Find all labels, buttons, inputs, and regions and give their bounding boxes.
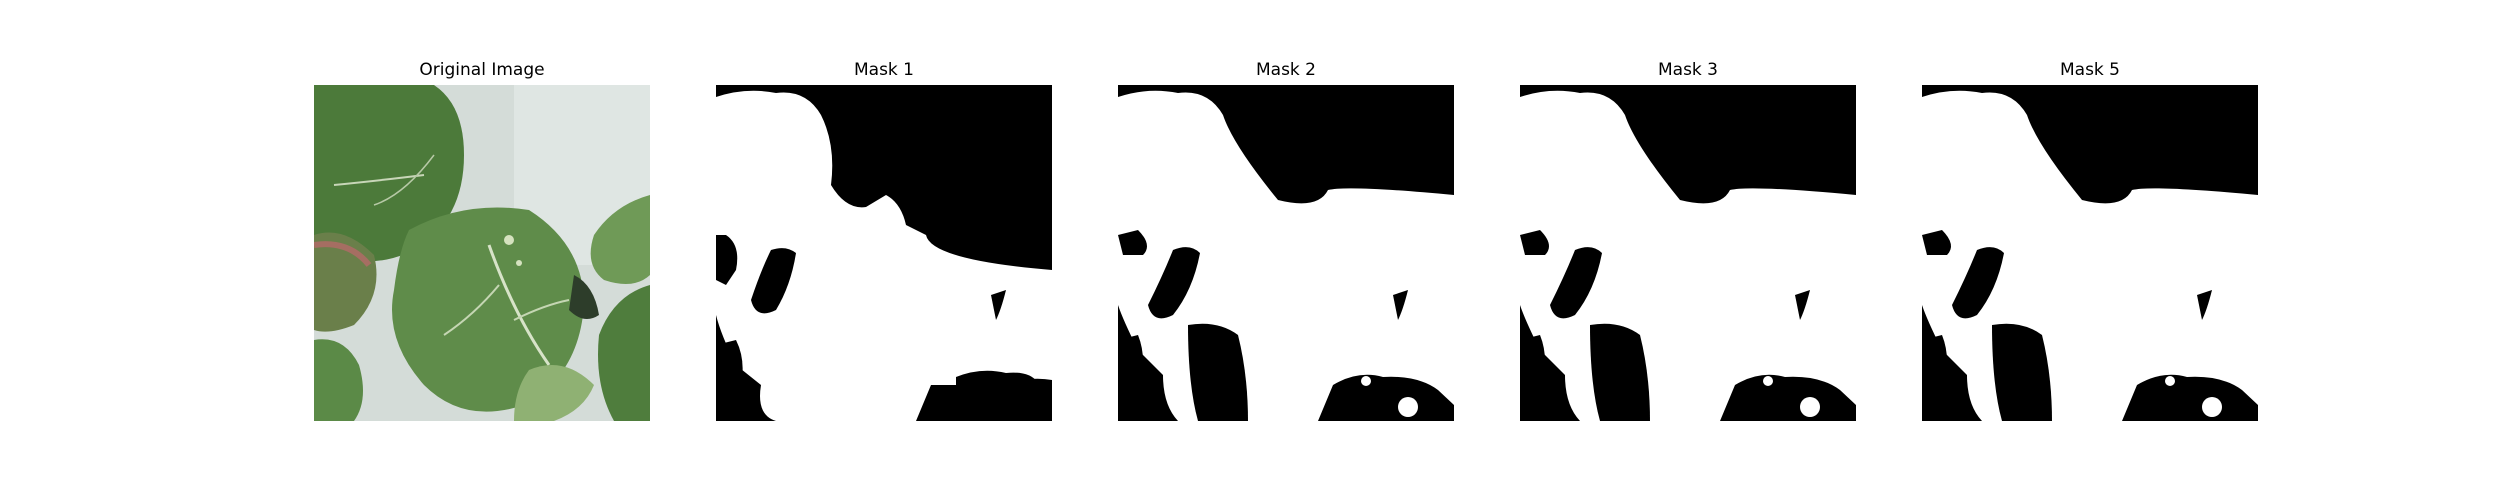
mask-3-image — [1520, 85, 1856, 421]
panel-title: Mask 5 — [2059, 60, 2120, 80]
panel-title: Mask 2 — [1255, 60, 1316, 80]
mask-2-image — [1118, 85, 1454, 421]
original-leaf-photo — [314, 85, 650, 421]
panel-title: Mask 1 — [853, 60, 914, 80]
panel-title: Mask 3 — [1657, 60, 1718, 80]
mask-1-image — [716, 85, 1052, 421]
mask-5-image — [1922, 85, 2258, 421]
panel-title: Original Image — [419, 60, 545, 80]
